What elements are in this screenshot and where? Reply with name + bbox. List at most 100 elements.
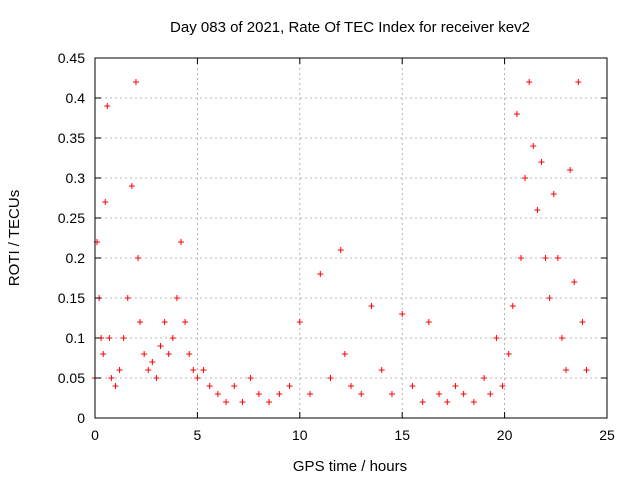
data-point — [538, 159, 545, 165]
data-point — [358, 391, 365, 397]
data-point — [104, 103, 111, 109]
data-point — [286, 383, 293, 389]
x-tick-label: 25 — [599, 427, 615, 443]
data-point — [513, 111, 520, 117]
data-point — [563, 367, 570, 373]
data-point — [368, 303, 375, 309]
data-point — [135, 255, 142, 261]
data-point — [161, 319, 168, 325]
data-point — [112, 383, 119, 389]
data-point — [399, 311, 406, 317]
data-point — [554, 255, 561, 261]
data-point — [255, 391, 262, 397]
data-point — [116, 367, 123, 373]
y-tick-label: 0.1 — [66, 330, 86, 346]
data-point — [157, 343, 164, 349]
data-point — [526, 79, 533, 85]
data-point — [534, 207, 541, 213]
chart-title: Day 083 of 2021, Rate Of TEC Index for r… — [170, 19, 530, 36]
data-point — [317, 271, 324, 277]
y-tick-label: 0.25 — [58, 210, 85, 226]
data-point — [145, 367, 152, 373]
data-point — [165, 351, 172, 357]
data-point — [409, 383, 416, 389]
data-point — [571, 279, 578, 285]
data-point — [307, 391, 314, 397]
data-point — [517, 255, 524, 261]
x-tick-label: 10 — [292, 427, 308, 443]
data-point — [169, 335, 176, 341]
data-point — [583, 367, 590, 373]
data-point — [231, 383, 238, 389]
data-point — [452, 383, 459, 389]
x-tick-label: 20 — [497, 427, 513, 443]
data-point — [546, 295, 553, 301]
data-point — [100, 351, 107, 357]
data-point — [425, 319, 432, 325]
data-point — [108, 375, 115, 381]
data-point — [173, 295, 180, 301]
data-point — [341, 351, 348, 357]
data-point — [200, 367, 207, 373]
data-point — [509, 303, 516, 309]
data-point — [499, 383, 506, 389]
y-tick-label: 0.45 — [58, 50, 85, 66]
data-point — [128, 183, 135, 189]
y-tick-labels: 0 0.05 0.1 0.15 0.2 0.25 0.3 0.35 0.4 0.45 — [58, 50, 85, 426]
data-point — [239, 399, 246, 405]
data-point — [487, 391, 494, 397]
data-point — [530, 143, 537, 149]
x-tick-label: 5 — [194, 427, 202, 443]
data-points — [92, 79, 590, 405]
data-point — [327, 375, 334, 381]
data-point — [542, 255, 549, 261]
x-axis-title: GPS time / hours — [293, 458, 407, 475]
data-point — [106, 335, 113, 341]
data-point — [481, 375, 488, 381]
data-point — [567, 167, 574, 173]
data-point — [194, 375, 201, 381]
data-point — [186, 351, 193, 357]
data-point — [137, 319, 144, 325]
data-point — [214, 391, 221, 397]
y-tick-label: 0.2 — [66, 250, 86, 266]
data-point — [102, 199, 109, 205]
data-point — [149, 359, 156, 365]
data-point — [178, 239, 185, 245]
data-point — [337, 247, 344, 253]
y-tick-label: 0.35 — [58, 130, 85, 146]
data-point — [141, 351, 148, 357]
data-point — [266, 399, 273, 405]
data-point — [505, 351, 512, 357]
data-point — [153, 375, 160, 381]
data-point — [522, 175, 529, 181]
data-point — [444, 399, 451, 405]
data-point — [550, 191, 557, 197]
data-point — [348, 383, 354, 389]
y-tick-label: 0 — [77, 410, 85, 426]
data-point — [182, 319, 189, 325]
data-point — [132, 79, 139, 85]
data-point — [206, 383, 213, 389]
y-tick-label: 0.3 — [66, 170, 86, 186]
data-point — [436, 391, 443, 397]
plot-frame — [94, 57, 608, 419]
data-point — [296, 319, 303, 325]
y-tick-label: 0.4 — [66, 90, 86, 106]
data-point — [419, 399, 426, 405]
data-point — [120, 335, 127, 341]
data-point — [470, 399, 477, 405]
data-point — [247, 375, 254, 381]
x-tick-label: 15 — [394, 427, 410, 443]
y-tick-label: 0.15 — [58, 290, 85, 306]
y-axis-title: ROTI / TECUs — [6, 190, 23, 286]
data-point — [276, 391, 283, 397]
x-tick-label: 0 — [91, 427, 99, 443]
data-point — [223, 399, 230, 405]
data-point — [124, 295, 131, 301]
y-tick-label: 0.05 — [58, 370, 85, 386]
x-tick-labels: 0 5 10 15 20 25 — [91, 427, 615, 443]
data-point — [460, 391, 467, 397]
data-point — [579, 319, 586, 325]
